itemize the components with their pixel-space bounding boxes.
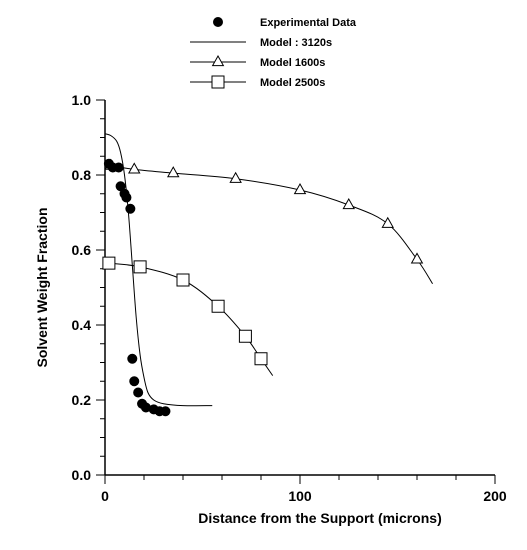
legend-label: Experimental Data bbox=[260, 17, 357, 29]
y-tick-label: 0.8 bbox=[72, 167, 92, 183]
x-tick-label: 0 bbox=[101, 488, 109, 504]
circle-marker bbox=[125, 204, 135, 214]
square-marker bbox=[134, 261, 146, 273]
legend-label: Model 1600s bbox=[260, 57, 325, 69]
circle-marker bbox=[121, 193, 131, 203]
square-marker bbox=[177, 274, 189, 286]
circle-marker bbox=[114, 163, 124, 173]
x-tick-label: 200 bbox=[483, 488, 507, 504]
legend-symbol bbox=[212, 76, 224, 88]
y-tick-label: 0.6 bbox=[72, 242, 92, 258]
circle-marker bbox=[129, 376, 139, 386]
circle-marker bbox=[160, 406, 170, 416]
x-axis-label: Distance from the Support (microns) bbox=[198, 510, 441, 526]
circle-marker bbox=[127, 354, 137, 364]
legend-label: Model 2500s bbox=[260, 77, 325, 89]
y-tick-label: 1.0 bbox=[72, 92, 92, 108]
legend-symbol bbox=[213, 17, 223, 27]
legend-label: Model : 3120s bbox=[260, 37, 332, 49]
circle-marker bbox=[133, 388, 143, 398]
y-tick-label: 0.4 bbox=[72, 317, 92, 333]
x-tick-label: 100 bbox=[288, 488, 312, 504]
y-tick-label: 0.0 bbox=[72, 467, 92, 483]
y-tick-label: 0.2 bbox=[72, 392, 92, 408]
square-marker bbox=[255, 353, 267, 365]
square-marker bbox=[103, 257, 115, 269]
chart-svg: 0.0 0.2 0.4 0.6 0.8 1.0 0 100 200 Solvent Weight … bbox=[0, 0, 527, 550]
square-marker bbox=[212, 300, 224, 312]
square-marker bbox=[239, 330, 251, 342]
y-axis-label: Solvent Weight Fraction bbox=[34, 208, 50, 368]
